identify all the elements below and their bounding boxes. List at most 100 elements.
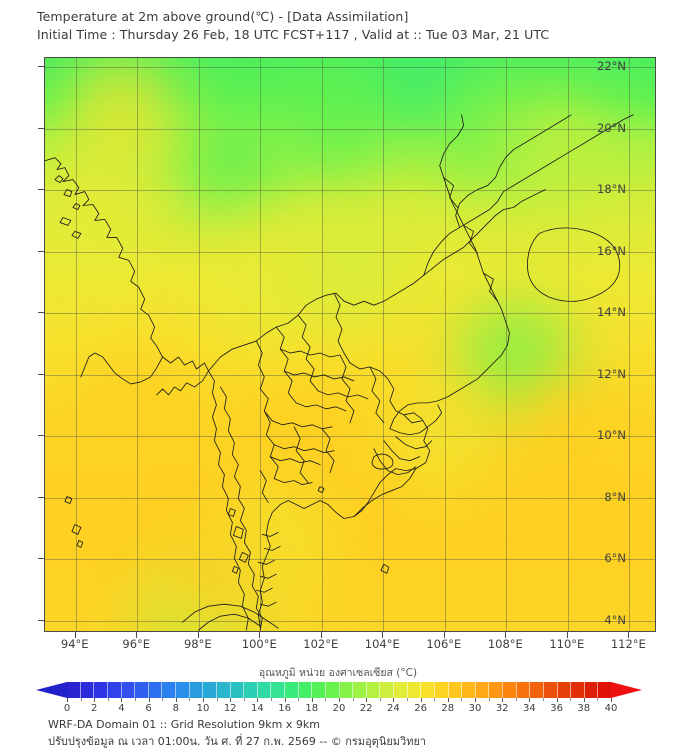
y-tick-label-20: 20°N	[597, 120, 626, 135]
x-tick-label-106: 106°E	[426, 637, 462, 651]
colorbar[interactable]	[36, 682, 642, 698]
colorbar-bands	[67, 682, 611, 698]
y-tick-label-18: 18°N	[597, 182, 626, 197]
colorbar-band-12	[230, 682, 245, 698]
colorbar-band-26	[421, 682, 435, 698]
colorbar-ticks: 0 2 4 6 8 10 12 14 16 18 20 22 24 26 28 30 32 34 36 38 40	[36, 698, 642, 716]
colorbar-band-25	[407, 682, 422, 698]
x-tick-mark-94	[74, 632, 76, 638]
x-tick-label-104: 104°E	[364, 637, 400, 651]
x-tick-mark-96	[136, 632, 138, 638]
colorbar-band-5	[135, 682, 149, 698]
colorbar-tick-5	[135, 698, 136, 701]
colorbar-band-27	[434, 682, 449, 698]
colorbar-band-19	[325, 682, 340, 698]
temperature-region-northeast-thailand-korat	[274, 189, 431, 346]
colorbar-band-16	[285, 682, 299, 698]
colorbar-band-37	[571, 682, 585, 698]
x-tick-mark-102	[320, 632, 322, 638]
colorbar-tick-2	[94, 698, 96, 702]
y-tick-label-8: 8°N	[604, 489, 626, 504]
colorbar-band-32	[503, 682, 517, 698]
footer-block: WRF-DA Domain 01 :: Grid Resolution 9km …	[48, 716, 426, 750]
colorbar-tick-3	[107, 698, 109, 701]
colorbar-tick-30	[475, 698, 476, 702]
colorbar-band-14	[257, 682, 272, 698]
map-figure	[44, 57, 656, 632]
colorbar-tick-label-14: 14	[251, 703, 264, 714]
temperature-region-hainan-island	[483, 75, 640, 232]
colorbar-tick-label-30: 30	[468, 703, 482, 714]
colorbar-band-2	[94, 682, 108, 698]
colorbar-band-29	[462, 682, 476, 698]
colorbar-tick-21	[352, 698, 354, 701]
colorbar-band-17	[298, 682, 313, 698]
colorbar-tick-16	[284, 698, 286, 702]
y-tick-mark-12	[38, 373, 44, 375]
colorbar-over-arrow	[611, 682, 642, 698]
colorbar-tick-17	[298, 698, 300, 701]
colorbar-tick-33	[515, 698, 517, 701]
y-tick-mark-8	[38, 496, 44, 498]
colorbar-tick-39	[597, 698, 599, 701]
colorbar-tick-20	[339, 698, 340, 702]
colorbar-tick-27	[434, 698, 436, 701]
colorbar-tick-10	[203, 698, 204, 702]
title-line-validtime: Initial Time : Thursday 26 Feb, 18 UTC F…	[37, 27, 550, 42]
colorbar-tick-23	[379, 698, 381, 701]
colorbar-tick-label-0: 0	[63, 703, 71, 714]
temperature-region-south-china-sea	[489, 358, 646, 515]
colorbar-tick-40	[611, 698, 612, 702]
colorbar-tick-22	[366, 698, 368, 702]
colorbar-tick-label-26: 26	[414, 703, 427, 714]
colorbar-band-7	[162, 682, 176, 698]
colorbar-band-9	[189, 682, 204, 698]
colorbar-band-0	[67, 682, 81, 698]
colorbar-tick-6	[148, 698, 150, 702]
colorbar-tick-label-10: 10	[196, 703, 210, 714]
colorbar-band-30	[475, 682, 490, 698]
x-tick-mark-100	[259, 632, 261, 638]
colorbar-tick-label-18: 18	[305, 703, 319, 714]
y-tick-mark-14	[38, 312, 44, 314]
colorbar-tick-31	[488, 698, 490, 701]
colorbar-tick-label-6: 6	[145, 703, 152, 714]
colorbar-band-28	[448, 682, 463, 698]
colorbar-tick-13	[243, 698, 245, 701]
colorbar-tick-34	[529, 698, 531, 702]
colorbar-tick-label-34: 34	[523, 703, 536, 714]
x-tick-mark-98	[197, 632, 199, 638]
temperature-region-andaman-sea	[59, 327, 216, 484]
colorbar-tick-19	[325, 698, 327, 701]
colorbar-tick-label-12: 12	[223, 703, 237, 714]
colorbar-band-13	[244, 682, 258, 698]
colorbar-tick-29	[461, 698, 463, 701]
colorbar-under-arrow	[36, 682, 67, 698]
colorbar-band-4	[121, 682, 136, 698]
colorbar-band-20	[339, 682, 354, 698]
colorbar-tick-8	[175, 698, 177, 702]
colorbar-band-6	[148, 682, 163, 698]
colorbar-tick-0	[67, 698, 68, 702]
x-tick-label-108: 108°E	[487, 637, 523, 651]
y-tick-label-22: 22°N	[597, 59, 626, 74]
colorbar-band-36	[557, 682, 572, 698]
colorbar-band-39	[598, 682, 611, 698]
y-tick-mark-4	[38, 619, 44, 621]
y-tick-mark-6	[38, 558, 44, 560]
y-tick-label-6: 6°N	[604, 551, 626, 566]
y-tick-label-14: 14°N	[597, 305, 626, 320]
colorbar-tick-35	[543, 698, 544, 701]
x-tick-mark-110	[566, 632, 568, 638]
colorbar-tick-25	[407, 698, 408, 701]
colorbar-band-18	[312, 682, 326, 698]
colorbar-tick-label-16: 16	[278, 703, 291, 714]
x-tick-mark-112	[628, 632, 630, 638]
temperature-map-plot[interactable]	[44, 57, 656, 632]
colorbar-tick-label-40: 40	[604, 703, 618, 714]
colorbar-tick-label-38: 38	[577, 703, 591, 714]
x-tick-label-112: 112°E	[610, 637, 646, 651]
colorbar-tick-label-24: 24	[387, 703, 400, 714]
x-tick-label-94: 94°E	[60, 637, 89, 651]
chart-title-block: Temperature at 2m above ground(℃) - [Dat…	[37, 8, 657, 44]
